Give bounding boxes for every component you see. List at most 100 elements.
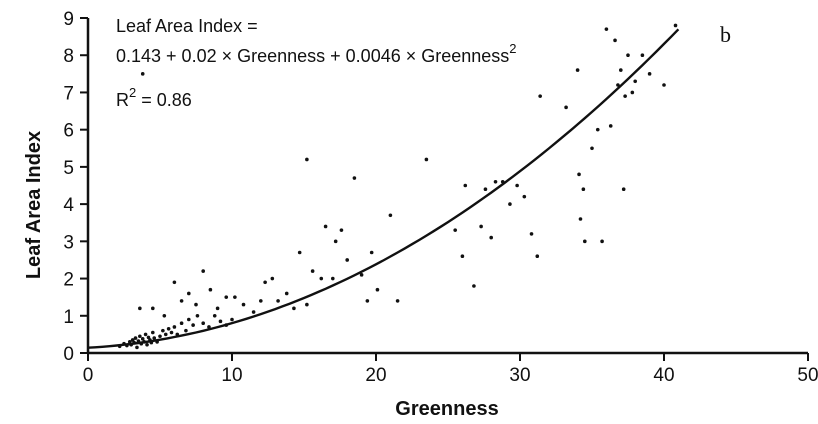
data-point bbox=[208, 287, 213, 292]
data-point bbox=[151, 306, 155, 311]
data-point bbox=[515, 183, 519, 188]
data-point bbox=[158, 334, 162, 339]
data-point bbox=[127, 340, 132, 344]
x-tick-label: 10 bbox=[221, 365, 242, 386]
data-point bbox=[297, 250, 302, 255]
data-point bbox=[179, 299, 184, 303]
data-point bbox=[575, 68, 580, 72]
data-point bbox=[310, 269, 315, 273]
data-point bbox=[195, 313, 200, 318]
data-point bbox=[224, 295, 229, 299]
data-point bbox=[339, 228, 344, 232]
equation-exponent: 2 bbox=[509, 41, 516, 56]
x-axis-title: Greenness bbox=[395, 398, 498, 420]
data-point bbox=[140, 337, 145, 341]
equation-line-2: 0.143 + 0.02 × Greenness + 0.0046 × Gree… bbox=[116, 41, 517, 66]
data-point bbox=[152, 336, 157, 340]
x-ticks: 0 10 20 30 40 50 bbox=[83, 353, 818, 386]
data-point bbox=[619, 68, 623, 72]
y-tick-label: 7 bbox=[63, 83, 74, 104]
data-point bbox=[583, 239, 587, 244]
x-tick-label: 40 bbox=[653, 365, 674, 386]
data-point bbox=[305, 302, 309, 307]
data-point bbox=[613, 38, 617, 43]
data-point bbox=[640, 53, 645, 58]
y-axis-title: Leaf Area Index bbox=[23, 131, 45, 279]
data-point bbox=[133, 336, 138, 340]
data-point bbox=[172, 325, 177, 329]
data-point bbox=[604, 27, 609, 31]
data-point bbox=[616, 83, 620, 87]
data-point bbox=[162, 313, 167, 318]
data-point bbox=[600, 239, 604, 244]
data-point bbox=[577, 172, 581, 177]
data-point bbox=[184, 328, 188, 333]
r-squared-value: = 0.86 bbox=[136, 90, 192, 110]
data-point bbox=[179, 321, 184, 326]
data-point bbox=[172, 280, 177, 285]
data-point bbox=[187, 317, 191, 322]
r-squared: R2 = 0.86 bbox=[116, 85, 192, 110]
data-point bbox=[369, 250, 374, 255]
data-point bbox=[138, 334, 142, 339]
data-point bbox=[143, 332, 148, 337]
data-point bbox=[187, 291, 191, 296]
data-point bbox=[169, 330, 174, 335]
data-point bbox=[472, 284, 476, 288]
data-point bbox=[621, 187, 626, 192]
equation-line-1: Leaf Area Index = bbox=[116, 16, 258, 36]
data-point bbox=[608, 124, 613, 128]
data-point bbox=[292, 306, 296, 311]
data-point bbox=[135, 345, 139, 350]
axes bbox=[86, 18, 808, 355]
data-point bbox=[201, 321, 205, 326]
data-point bbox=[145, 343, 149, 347]
data-point bbox=[305, 157, 309, 162]
data-point bbox=[263, 280, 267, 285]
data-point bbox=[161, 328, 165, 333]
data-point bbox=[194, 302, 198, 307]
data-point bbox=[166, 327, 171, 331]
data-point bbox=[230, 317, 234, 322]
data-point bbox=[284, 291, 289, 296]
data-point bbox=[138, 306, 142, 311]
data-point bbox=[140, 72, 145, 76]
equation-body: 0.143 + 0.02 × Greenness + 0.0046 × Gree… bbox=[116, 46, 509, 66]
data-point bbox=[365, 299, 370, 303]
data-point bbox=[215, 306, 220, 311]
data-point bbox=[489, 235, 494, 240]
data-point bbox=[191, 323, 195, 327]
data-point bbox=[233, 295, 237, 299]
data-point bbox=[581, 187, 586, 192]
data-point bbox=[212, 313, 217, 318]
data-point bbox=[241, 302, 246, 307]
data-point bbox=[331, 276, 335, 281]
data-point bbox=[538, 94, 542, 98]
data-point bbox=[493, 179, 498, 184]
x-tick-label: 20 bbox=[365, 365, 386, 386]
data-point bbox=[359, 273, 364, 277]
data-point bbox=[323, 224, 328, 229]
y-tick-label: 8 bbox=[63, 46, 74, 67]
x-tick-label: 50 bbox=[797, 365, 818, 386]
data-point bbox=[270, 276, 275, 281]
data-point bbox=[375, 287, 380, 292]
data-point bbox=[529, 232, 534, 236]
data-point bbox=[564, 105, 568, 110]
data-point bbox=[151, 330, 155, 335]
data-point bbox=[647, 72, 652, 76]
data-point bbox=[218, 319, 223, 324]
data-point bbox=[352, 176, 357, 180]
data-point bbox=[259, 299, 263, 303]
data-point bbox=[662, 83, 666, 87]
y-tick-label: 2 bbox=[63, 270, 74, 291]
data-point bbox=[460, 254, 465, 259]
data-points bbox=[117, 23, 678, 350]
data-point bbox=[673, 23, 678, 28]
panel-label: b bbox=[720, 22, 731, 47]
y-tick-label: 9 bbox=[63, 9, 74, 30]
y-tick-label: 0 bbox=[63, 344, 74, 365]
data-point bbox=[578, 217, 583, 221]
data-point bbox=[388, 213, 393, 218]
